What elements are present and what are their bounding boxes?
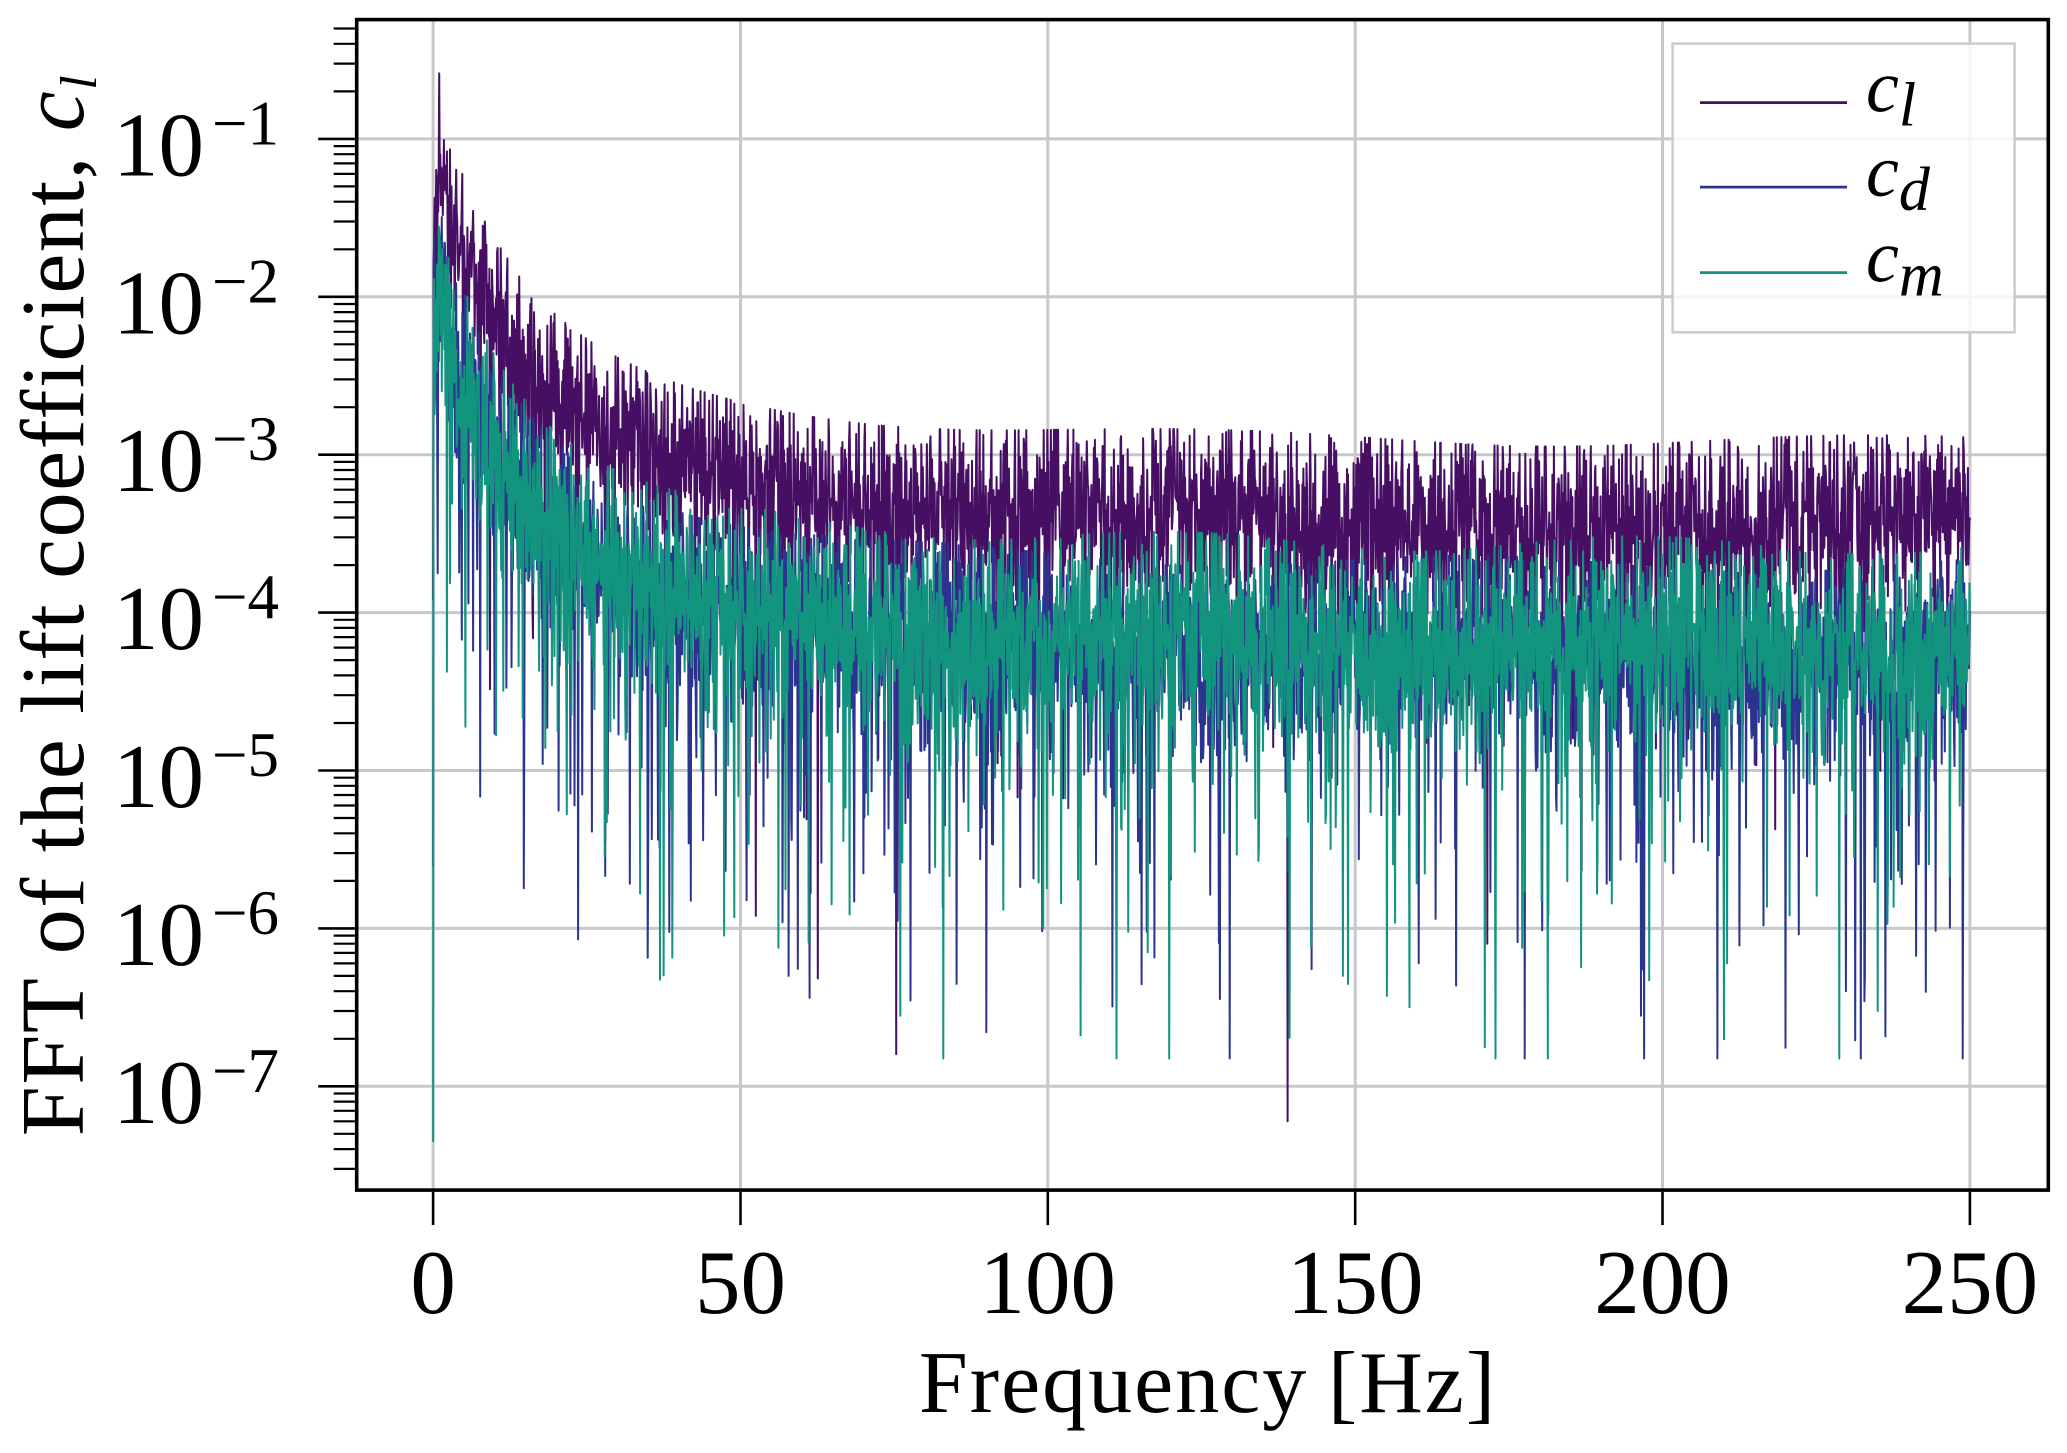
svg-text:150: 150 bbox=[1287, 1232, 1424, 1333]
svg-text:cd: cd bbox=[1866, 131, 1931, 224]
svg-text:100: 100 bbox=[980, 1232, 1117, 1333]
svg-text:250: 250 bbox=[1902, 1232, 2039, 1333]
svg-text:10−6: 10 −6 bbox=[113, 878, 279, 985]
svg-text:50: 50 bbox=[695, 1232, 786, 1333]
svg-text:10−4: 10 −4 bbox=[113, 562, 279, 669]
svg-text:Frequency [Hz]: Frequency [Hz] bbox=[919, 1335, 1497, 1432]
svg-text:200: 200 bbox=[1594, 1232, 1731, 1333]
svg-text:FFT of the lift coefficient, c: FFT of the lift coefficient, cl bbox=[4, 74, 108, 1136]
svg-text:cl: cl bbox=[1866, 47, 1916, 140]
svg-text:0: 0 bbox=[410, 1232, 456, 1333]
